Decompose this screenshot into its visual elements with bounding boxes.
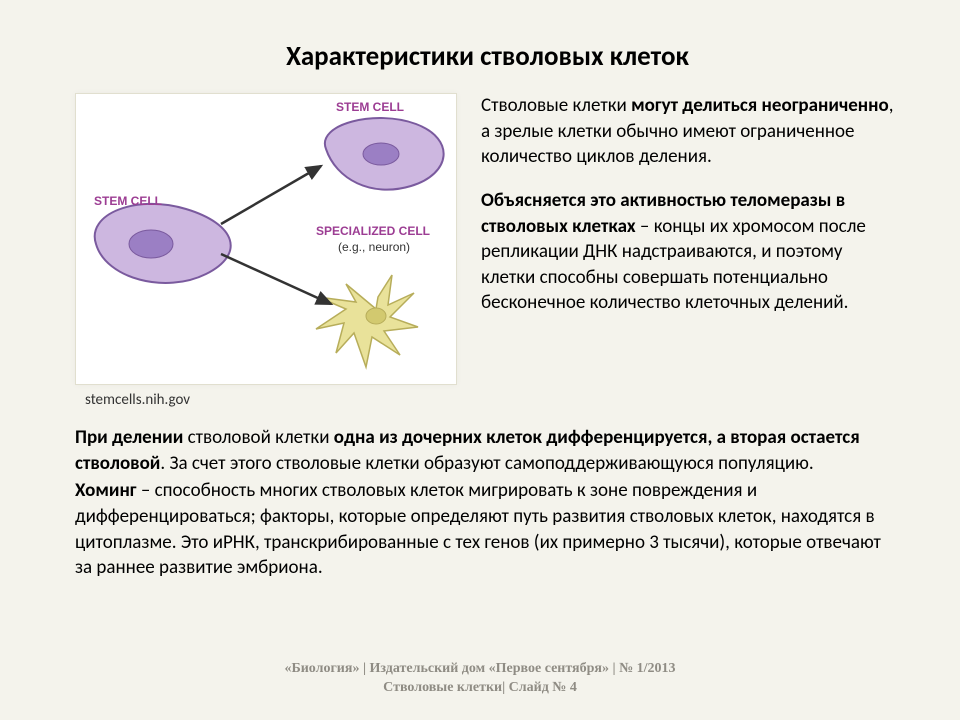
label-stem-top: STEM CELL [336,100,404,114]
label-specialized: SPECIALIZED CELL [316,224,430,238]
neuron-shape [316,275,418,367]
text: . За счет этого стволовые клетки образую… [160,452,813,475]
text-bold: Хоминг [75,479,137,502]
label-specialized-sub: (e.g., neuron) [338,240,410,254]
diagram-svg [76,94,456,384]
text: Стволовые клетки [481,94,631,117]
body-text-block: При делении стволовой клетки одна из доч… [75,425,900,581]
right-paragraph-1: Стволовые клетки могут делиться неограни… [481,93,900,170]
body-paragraph-1: При делении стволовой клетки одна из доч… [75,425,900,476]
right-text-block: Стволовые клетки могут делиться неограни… [481,93,900,334]
stem-cell-right-shape [325,118,444,190]
slide-footer: «Биология» | Издательский дом «Первое се… [0,660,960,698]
body-paragraph-2: Хоминг – способность многих стволовых кл… [75,478,900,581]
slide: Характеристики стволовых клеток [0,0,960,720]
content-row: STEM CELL STEM CELL SPECIALIZED CELL (e.… [75,93,900,409]
text-bold: могут делиться неограниченно [631,94,889,117]
footer-line-2: Стволовые клетки| Слайд № 4 [0,679,960,698]
text: – способность многих стволовых клеток ми… [75,479,881,579]
arrow-to-stem [221,166,321,224]
text-bold: При делении [75,426,183,449]
stem-cell-left-shape [95,204,231,283]
figure-caption: stemcells.nih.gov [75,391,457,409]
arrow-to-neuron [221,254,331,304]
footer-line-1: «Биология» | Издательский дом «Первое се… [0,660,960,679]
right-paragraph-2: Объясняется это активностью теломеразы в… [481,188,900,316]
text: стволовой клетки [183,426,333,449]
slide-title: Характеристики стволовых клеток [75,40,900,73]
label-stem-left: STEM CELL [94,194,162,208]
figure: STEM CELL STEM CELL SPECIALIZED CELL (e.… [75,93,457,409]
stem-cell-diagram: STEM CELL STEM CELL SPECIALIZED CELL (e.… [75,93,457,385]
